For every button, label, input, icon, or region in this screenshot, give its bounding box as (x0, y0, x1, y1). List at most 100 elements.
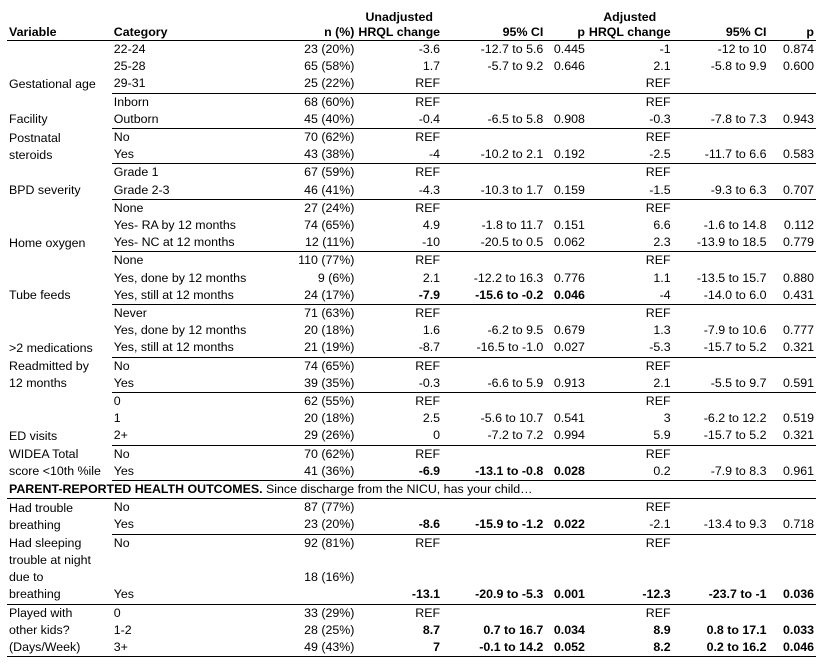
unadj-change-cell: -3.6 (418, 42, 441, 56)
category-cell (112, 552, 261, 569)
adj-p-cell (768, 199, 816, 217)
variable-tube-feeds: Tube feeds (9, 288, 71, 303)
unadj-change-cell: 1.7 (422, 59, 441, 74)
adj-p-cell (768, 164, 816, 182)
table-header: Variable Category n (%) Unadjusted HRQL c… (7, 6, 816, 41)
header-adjusted-change: Adjusted HRQL change (586, 6, 673, 41)
unadj-ci-cell: -5.7 to 9.2 (487, 59, 544, 74)
category-cell (112, 569, 261, 586)
unadj-ci-cell: -1.8 to 11.7 (481, 218, 544, 233)
unadj-p-cell (545, 569, 587, 586)
n-cell: 20 (18%) (304, 323, 355, 338)
n-cell: 70 (62%) (304, 130, 355, 145)
variable-gestational-age: Gestational age (9, 76, 96, 91)
unadj-change-cell: -6.9 (356, 462, 443, 482)
n-cell: 24 (17%) (261, 286, 357, 306)
adj-change-cell: 2.1 (653, 59, 671, 74)
category-cell: Inborn (113, 94, 149, 109)
table-row: ED visits 0 62 (55%) REF REF (7, 393, 816, 443)
variable-sleeping-line2: trouble at night (9, 552, 91, 567)
variable-played-line2: other kids? (9, 622, 70, 637)
unadj-p-cell: 0.046 (545, 286, 587, 306)
adj-ci-cell: -12 to 10 (717, 42, 767, 56)
adj-p-cell: 0.874 (782, 42, 814, 56)
unadj-ci-cell (442, 164, 545, 182)
category-cell: 22-24 (113, 42, 146, 56)
unadj-change-cell: REF (415, 200, 441, 215)
category-cell: 25-28 (113, 59, 146, 74)
adj-change-cell: REF (645, 394, 671, 409)
adj-ci-cell: -23.7 to -1 (672, 586, 769, 605)
category-cell: Yes, done by 12 months (113, 270, 247, 285)
adj-change-cell: 0.2 (586, 462, 673, 482)
variable-line: Readmitted by (9, 359, 89, 374)
hrql-results-table: Variable Category n (%) Unadjusted HRQL c… (7, 6, 816, 658)
unadj-ci-cell: -6.5 to 5.8 (442, 110, 546, 130)
unadj-ci-cell (442, 199, 545, 217)
table-row: Yes 41 (36%) -6.9 -13.1 to -0.8 0.028 0.… (7, 462, 816, 482)
header-adjusted-line1: Adjusted (603, 10, 657, 24)
category-cell: Yes, done by 12 months (113, 323, 247, 338)
adj-ci-cell: -13.9 to 18.5 (672, 234, 769, 253)
unadj-p-cell: 0.034 (553, 622, 585, 637)
variable-line: Postnatal (9, 130, 61, 145)
variable-facility: Facility (9, 112, 48, 127)
unadj-change-cell: 1.6 (422, 323, 441, 338)
unadj-ci-cell (442, 357, 545, 375)
table-row: other kids? 1-2 28 (25%) 8.7 0.7 to 16.7… (7, 622, 816, 639)
table-row: Postnatal steroids No 70 (62%) REF REF (7, 129, 816, 162)
n-cell: 33 (29%) (304, 605, 355, 620)
adj-ci-cell (673, 305, 769, 323)
table-row: Yes 43 (38%) -4 -10.2 to 2.1 0.192 -2.5 … (7, 146, 816, 165)
unadj-p-cell: 0.913 (545, 374, 587, 394)
unadj-ci-cell: -15.6 to -0.2 (442, 286, 546, 306)
adj-ci-cell (673, 129, 769, 147)
category-cell: Yes, still at 12 months (111, 286, 262, 306)
unadj-change-cell: 2.1 (422, 270, 441, 285)
table-row: 29-31 25 (22%) REF REF (7, 75, 816, 94)
variable-line: breathing (9, 517, 61, 532)
unadj-ci-cell (442, 75, 546, 94)
category-cell: 29-31 (111, 75, 262, 94)
table-row: Yes, still at 12 months 21 (19%) -8.7 -1… (7, 339, 816, 358)
unadj-p-cell (545, 499, 587, 517)
table-row: BPD severity Grade 1 67 (59%) REF REF (7, 164, 816, 197)
unadj-change-cell: -4.3 (356, 181, 443, 200)
unadj-change-cell (356, 569, 442, 586)
variable-readmitted: Readmitted by 12 months (7, 357, 112, 392)
variable-medications: >2 medications (9, 340, 93, 355)
unadj-change-cell: REF (415, 306, 441, 321)
adj-ci-cell: -7.8 to 7.3 (672, 110, 769, 130)
unadj-p-cell (545, 357, 587, 375)
adj-p-cell: 0.777 (782, 323, 814, 338)
category-cell: No (113, 446, 130, 461)
category-cell: 2+ (111, 427, 262, 446)
adj-change-cell: -0.3 (586, 110, 673, 130)
unadj-change-cell: 4.9 (422, 218, 441, 233)
adj-change-cell: REF (586, 75, 673, 94)
header-unadjusted-line2: HRQL change (358, 25, 441, 39)
unadj-change-cell: 0 (356, 427, 443, 446)
adj-change-cell: 5.9 (586, 427, 673, 446)
unadj-ci-cell: -0.1 to 14.2 (442, 638, 546, 658)
adj-change-cell: REF (645, 306, 671, 321)
unadj-change-cell: 8.7 (422, 622, 441, 637)
n-cell: 74 (65%) (304, 218, 355, 233)
table-row: Home oxygen None 27 (24%) REF REF (7, 199, 816, 250)
adj-ci-cell (672, 75, 769, 94)
unadj-ci-cell: -16.5 to -1.0 (442, 339, 546, 358)
unadj-p-cell (545, 534, 587, 552)
adj-change-cell: 3 (663, 411, 671, 426)
unadj-ci-cell (442, 129, 545, 147)
table-row: Yes, done by 12 months 9 (6%) 2.1 -12.2 … (7, 270, 816, 287)
adj-ci-cell: 0.2 to 16.2 (672, 638, 769, 658)
n-cell: 74 (65%) (304, 358, 355, 373)
category-cell: 3+ (111, 638, 262, 658)
adj-change-cell: 8.2 (586, 638, 673, 658)
adj-p-cell: 0.600 (782, 59, 814, 74)
adj-p-cell: 0.519 (782, 411, 814, 426)
unadj-ci-cell (442, 445, 545, 463)
unadj-p-cell (545, 75, 587, 94)
header-adjusted-p: p (768, 6, 816, 41)
unadj-change-cell: REF (415, 130, 441, 145)
